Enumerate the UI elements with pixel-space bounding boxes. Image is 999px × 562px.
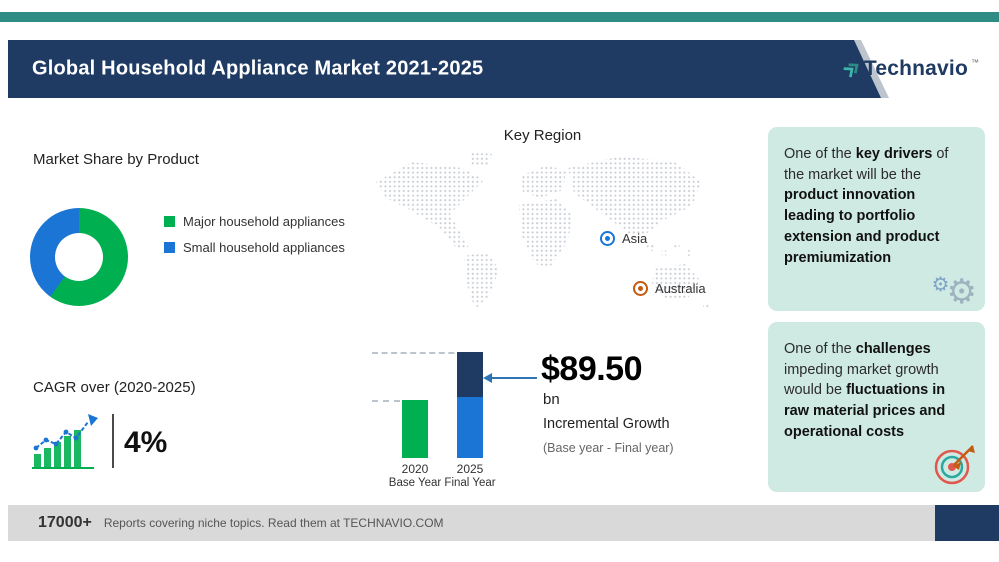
world-map <box>376 152 709 309</box>
dashed-guide-line-mid <box>372 400 400 402</box>
market-share-title: Market Share by Product <box>33 151 199 168</box>
gears-icon: ⚙⚙ <box>931 272 977 312</box>
marker-australia: Australia <box>633 281 706 296</box>
growth-value: $89.50 <box>541 350 643 388</box>
bar-2025-increment <box>457 352 483 397</box>
legend-label: Small household appliances <box>183 240 345 255</box>
insight-card-challenges: One of the challenges impeding market gr… <box>768 322 985 492</box>
growth-sublabel: (Base year - Final year) <box>543 441 674 455</box>
key-region-title: Key Region <box>503 127 582 144</box>
insight-text-challenges: One of the challenges impeding market gr… <box>784 341 946 440</box>
logo-arrow-icon <box>843 63 859 78</box>
cagr-divider <box>112 414 114 468</box>
asia-marker-ring-icon <box>600 231 615 246</box>
logo-trademark: ™ <box>971 58 979 67</box>
bar-caption-2020: 2020 Base Year <box>385 462 445 490</box>
logo-text: Technavio <box>863 57 968 80</box>
growth-unit: bn <box>543 391 560 408</box>
marker-asia: Asia <box>600 231 647 246</box>
bar-year-label: 2025 <box>456 462 484 476</box>
insight-card-drivers: One of the key drivers of the market wil… <box>768 127 985 311</box>
bar-caption-label: Base Year <box>388 477 442 489</box>
legend-label: Major household appliances <box>183 214 345 229</box>
growth-label: Incremental Growth <box>543 416 670 432</box>
bar-2025 <box>457 352 483 458</box>
cagr-trend-icon <box>32 414 98 469</box>
bar-caption-label: Final Year <box>444 477 496 489</box>
legend-item-major: Major household appliances <box>164 214 345 229</box>
footer-accent-block <box>935 505 999 541</box>
bar-2020 <box>402 400 428 458</box>
target-icon <box>934 445 975 485</box>
legend-swatch-green <box>164 216 175 227</box>
page-title: Global Household Appliance Market 2021-2… <box>32 57 484 80</box>
market-share-donut <box>30 208 128 306</box>
australia-marker-dot <box>638 286 643 291</box>
footer-bar: 17000+ Reports covering niche topics. Re… <box>8 505 935 541</box>
top-accent-strip <box>0 12 999 22</box>
technavio-logo: Technavio ™ <box>843 57 979 81</box>
cagr-label: CAGR over (2020-2025) <box>33 379 196 396</box>
insight-text-drivers: One of the key drivers of the market wil… <box>784 146 949 266</box>
market-share-legend: Major household appliances Small househo… <box>164 214 345 255</box>
mini-bar-chart <box>372 348 542 458</box>
australia-marker-ring-icon <box>633 281 648 296</box>
bar-year-label: 2020 <box>401 462 429 476</box>
asia-marker-dot <box>605 236 610 241</box>
footer-text: Reports covering niche topics. Read them… <box>103 516 444 530</box>
growth-arrow-icon <box>483 373 537 383</box>
key-region-map-area: Asia Australia <box>370 148 715 323</box>
dashed-guide-line-top <box>372 352 483 354</box>
header-navy-band <box>8 40 881 98</box>
footer-stat: 17000+ <box>38 514 92 531</box>
legend-item-small: Small household appliances <box>164 240 345 255</box>
marker-label-asia: Asia <box>622 231 648 246</box>
legend-swatch-blue <box>164 242 175 253</box>
bar-caption-2025: 2025 Final Year <box>440 462 500 490</box>
marker-label-australia: Australia <box>655 281 706 296</box>
cagr-value: 4% <box>124 426 168 459</box>
bar-2025-base <box>457 397 483 458</box>
header-band: Global Household Appliance Market 2021-2… <box>8 40 991 98</box>
